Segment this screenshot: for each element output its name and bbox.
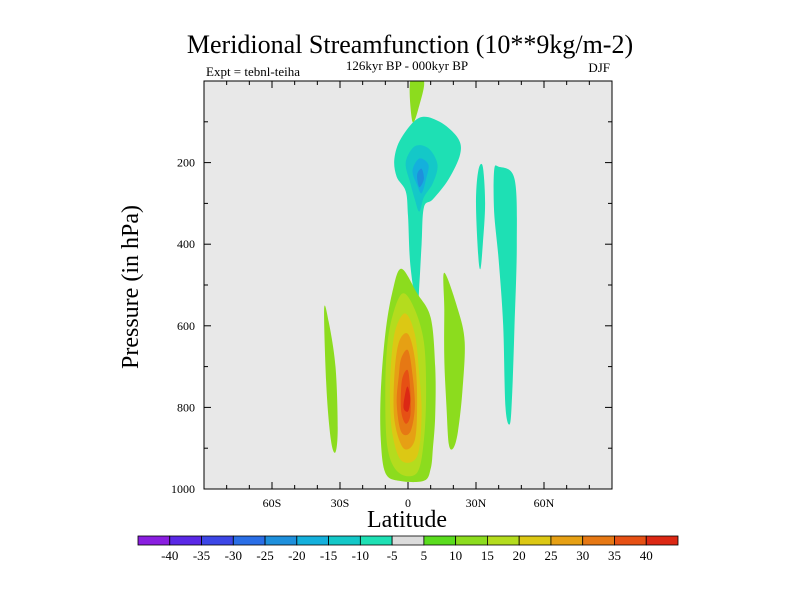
x-tick-label: 60S (263, 496, 282, 510)
colorbar-segment (391, 535, 425, 546)
colorbar-segment (518, 535, 552, 546)
period-label: 126kyr BP - 000kyr BP (346, 58, 468, 73)
y-tick-label: 200 (177, 156, 195, 170)
colorbar-segment (137, 535, 171, 546)
y-tick-label: 800 (177, 400, 195, 414)
colorbar-label: -15 (320, 548, 337, 563)
chart-title: Meridional Streamfunction (10**9kg/m-2) (187, 30, 633, 59)
colorbar-label: 10 (449, 548, 462, 563)
y-tick-label: 1000 (171, 482, 195, 496)
colorbar-label: 15 (481, 548, 494, 563)
x-tick-label: 0 (405, 496, 411, 510)
experiment-label: Expt = tebnl-teiha (206, 64, 300, 79)
colorbar-segment (232, 535, 266, 546)
colorbar-segment (201, 535, 234, 546)
colorbar: -40 -35 -30 -25 -20 -15 -10 -5 5 10 15 20 25 30 35 40 (137, 535, 679, 563)
colorbar-label: -30 (225, 548, 242, 563)
colorbar-segment (455, 535, 488, 546)
colorbar-label: 20 (513, 548, 526, 563)
season-label: DJF (588, 60, 610, 75)
colorbar-segment (169, 535, 202, 546)
colorbar-segment (582, 535, 615, 546)
x-tick-label: 60N (534, 496, 555, 510)
contour-streak-30n-neg (476, 163, 486, 270)
colorbar-label: 5 (421, 548, 428, 563)
x-tick-label: 30N (466, 496, 487, 510)
x-axis-label: Latitude (367, 507, 447, 533)
y-tick-label: 600 (177, 319, 195, 333)
colorbar-label: 25 (544, 548, 557, 563)
colorbar-label: -40 (161, 548, 178, 563)
colorbar-segment (423, 535, 457, 546)
colorbar-segment (359, 535, 393, 546)
x-axis: 60S 30S 0 30N 60N (226, 81, 590, 510)
colorbar-label: -20 (288, 548, 305, 563)
x-tick-label: 30S (331, 496, 350, 510)
colorbar-segment (614, 535, 647, 546)
contour-cell-main-pos-core (403, 386, 411, 412)
contour-streak-45n-neg (493, 165, 517, 425)
contour-features (324, 81, 517, 483)
contour-band-top-center (409, 81, 425, 123)
colorbar-label: -25 (256, 548, 273, 563)
y-axis: 200 400 600 800 1000 (171, 121, 612, 496)
colorbar-label: -35 (193, 548, 210, 563)
y-axis-label: Pressure (in hPa) (118, 205, 144, 369)
colorbar-segment (550, 535, 584, 546)
colorbar-label: 40 (640, 548, 653, 563)
colorbar-label: -5 (387, 548, 398, 563)
contour-streak-35s-pos (324, 305, 338, 453)
colorbar-label: -10 (352, 548, 369, 563)
contour-cell-upper-neg-core (417, 168, 424, 188)
contour-streak-20n-pos (443, 272, 465, 450)
colorbar-segment (645, 535, 679, 546)
colorbar-segment (296, 535, 329, 546)
colorbar-segment (264, 535, 298, 546)
colorbar-segment (487, 535, 520, 546)
y-tick-label: 400 (177, 237, 195, 251)
colorbar-label: 30 (576, 548, 589, 563)
colorbar-segment (328, 535, 361, 546)
colorbar-label: 35 (608, 548, 621, 563)
